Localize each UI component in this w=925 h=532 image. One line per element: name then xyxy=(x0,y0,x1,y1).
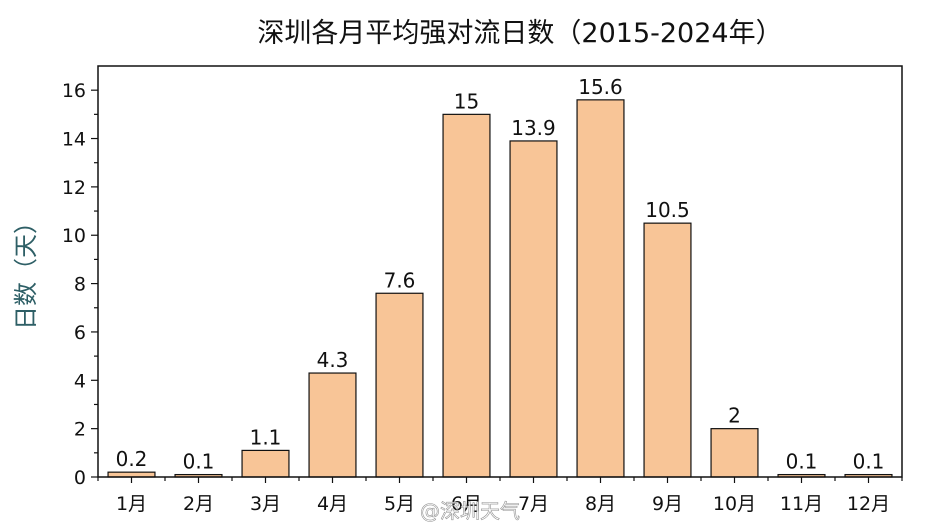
data-label: 15.6 xyxy=(578,75,623,99)
x-tick-label: 1月 xyxy=(116,493,147,515)
y-tick-label: 8 xyxy=(74,274,86,296)
x-tick-label: 7月 xyxy=(518,493,549,515)
bar xyxy=(308,372,357,478)
data-label: 10.5 xyxy=(645,198,690,222)
data-label: 0.1 xyxy=(853,450,885,474)
data-label: 13.9 xyxy=(511,116,556,140)
y-tick-label: 4 xyxy=(74,370,86,392)
y-axis-label: 日数（天） xyxy=(12,210,40,330)
chart-title: 深圳各月平均强对流日数（2015-2024年） xyxy=(257,18,782,49)
x-tick-label: 9月 xyxy=(652,493,683,515)
data-label: 0.1 xyxy=(786,450,818,474)
bar xyxy=(442,113,491,478)
x-tick-label: 2月 xyxy=(183,493,214,515)
y-tick-label: 0 xyxy=(74,467,86,489)
data-label: 4.3 xyxy=(317,348,349,372)
y-tick-label: 10 xyxy=(62,225,86,247)
bar xyxy=(576,99,625,478)
bar xyxy=(241,449,290,478)
x-tick-label: 5月 xyxy=(384,493,415,515)
y-tick-label: 6 xyxy=(74,322,86,344)
x-tick-label: 3月 xyxy=(250,493,281,515)
x-tick-label: 10月 xyxy=(713,493,756,515)
x-tick-label: 12月 xyxy=(847,493,890,515)
bar xyxy=(710,428,759,478)
data-label: 7.6 xyxy=(384,268,416,292)
watermark-text: @深圳天气 xyxy=(420,499,520,523)
x-tick-label: 11月 xyxy=(780,493,823,515)
y-tick-label: 12 xyxy=(62,177,86,199)
data-label: 2 xyxy=(728,404,741,428)
data-label: 0.2 xyxy=(116,447,148,471)
x-tick-label: 8月 xyxy=(585,493,616,515)
x-tick-label: 6月 xyxy=(451,493,482,515)
bar xyxy=(375,292,424,478)
plot-area: 0.2 0.1 1.1 4.3 7.6 15 13.9 15.6 10.5 2 0.1 0.1 0 2 4 6… xyxy=(62,65,903,515)
data-label: 0.1 xyxy=(183,450,215,474)
watermark: @深圳天气 xyxy=(420,499,521,524)
data-label: 15 xyxy=(454,89,479,113)
x-tick-label: 4月 xyxy=(317,493,348,515)
bar xyxy=(509,140,558,478)
y-tick-label: 16 xyxy=(62,80,86,102)
plot-frame xyxy=(97,65,903,478)
y-tick-label: 14 xyxy=(62,129,86,151)
bar xyxy=(643,222,692,478)
y-tick-label: 2 xyxy=(74,419,86,441)
data-label: 1.1 xyxy=(250,425,282,449)
